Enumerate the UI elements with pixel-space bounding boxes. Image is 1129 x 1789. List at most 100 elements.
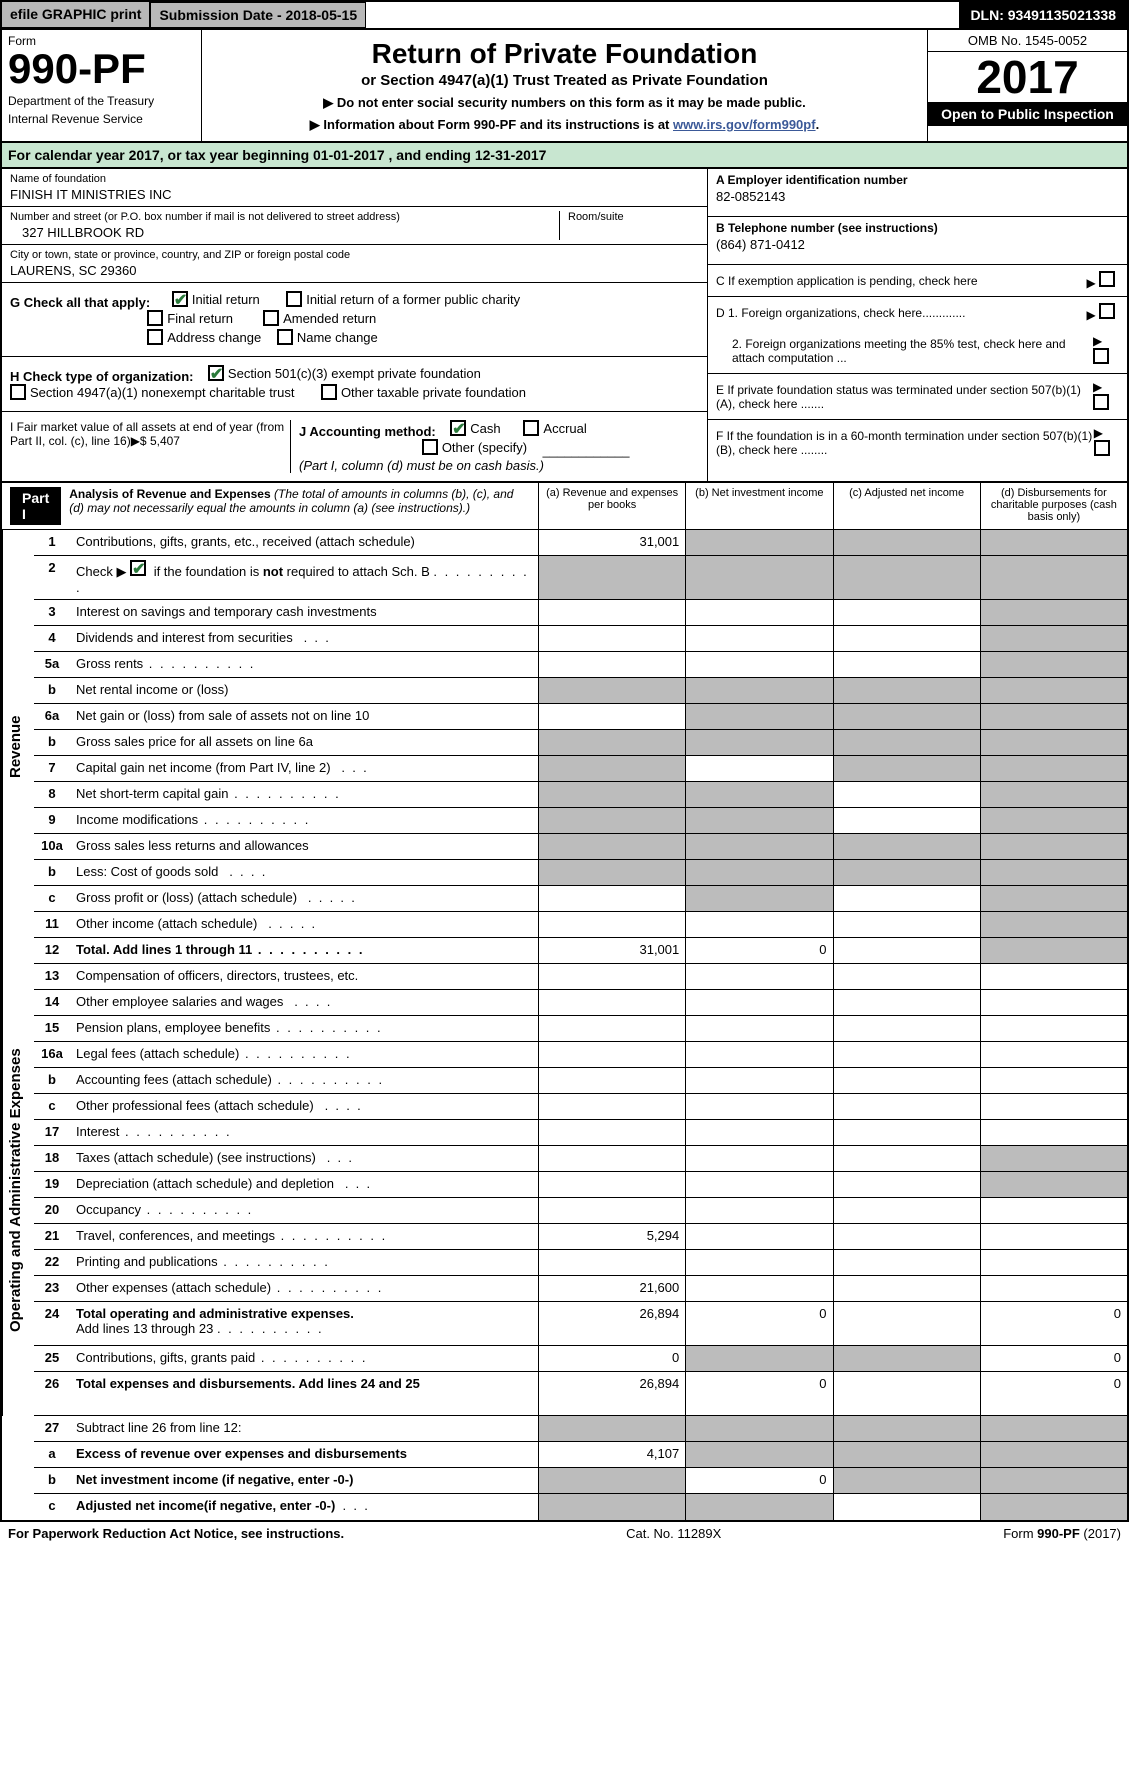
e-checkbox[interactable] [1093,394,1109,410]
cell-d [980,1172,1127,1197]
d2-checkbox[interactable] [1093,348,1109,364]
name-change-checkbox[interactable] [277,329,293,345]
accrual-checkbox[interactable] [523,420,539,436]
cell-a [538,678,685,703]
revenue-rows: 1Contributions, gifts, grants, etc., rec… [34,530,1127,964]
row-label: Pension plans, employee benefits [70,1016,538,1041]
cell-a [538,626,685,651]
room-label: Room/suite [568,211,699,223]
dln-label: DLN: 93491135021338 [959,2,1127,28]
cell-a [538,704,685,729]
cell-b [685,1094,832,1119]
cell-d [980,1068,1127,1093]
cell-b [685,1146,832,1171]
cell-b [685,652,832,677]
cell-b [685,1416,832,1441]
cell-a: 4,107 [538,1442,685,1467]
city-label: City or town, state or province, country… [10,249,699,261]
cell-b [685,990,832,1015]
final-return-checkbox[interactable] [147,310,163,326]
sch-b-checkbox[interactable] [130,560,146,576]
row-label: Net gain or (loss) from sale of assets n… [70,704,538,729]
cell-b [685,556,832,599]
other-taxable-checkbox[interactable] [321,384,337,400]
footer-left: For Paperwork Reduction Act Notice, see … [8,1526,344,1541]
cash-label: Cash [470,421,500,436]
cell-b [685,1172,832,1197]
info-left: Name of foundation FINISH IT MINISTRIES … [2,169,707,481]
row-label: Adjusted net income(if negative, enter -… [70,1494,538,1520]
initial-former-checkbox[interactable] [286,291,302,307]
part1-badge: Part I [10,487,61,525]
row-label: Other income (attach schedule) . . . . . [70,912,538,937]
form-subtitle: or Section 4947(a)(1) Trust Treated as P… [210,72,919,89]
c-checkbox[interactable] [1099,271,1115,287]
cell-a [538,964,685,989]
cell-c [833,626,980,651]
e-row: E If private foundation status was termi… [708,374,1127,420]
cell-b [685,626,832,651]
cell-b [685,1276,832,1301]
name-label: Name of foundation [10,173,699,185]
row-label: Other professional fees (attach schedule… [70,1094,538,1119]
line27-rows: 27Subtract line 26 from line 12: aExcess… [34,1416,1127,1520]
row-num: 11 [34,912,70,937]
row-num: 3 [34,600,70,625]
cell-b [685,1042,832,1067]
cell-c [833,530,980,555]
cell-b [685,600,832,625]
efile-print-button[interactable]: efile GRAPHIC print [2,2,150,28]
foundation-name-cell: Name of foundation FINISH IT MINISTRIES … [2,169,707,207]
row-label: Travel, conferences, and meetings [70,1224,538,1249]
cell-d [980,1146,1127,1171]
cell-d [980,756,1127,781]
cell-a: 0 [538,1346,685,1371]
cell-c [833,1094,980,1119]
cell-b: 0 [685,938,832,963]
cell-d [980,964,1127,989]
row-label: Subtract line 26 from line 12: [70,1416,538,1441]
cell-a [538,1068,685,1093]
instructions-link[interactable]: www.irs.gov/form990pf [673,117,816,132]
foundation-name: FINISH IT MINISTRIES INC [10,187,699,202]
row-num: 20 [34,1198,70,1223]
cell-a [538,1416,685,1441]
amended-return-checkbox[interactable] [263,310,279,326]
cell-b [685,678,832,703]
address-change-checkbox[interactable] [147,329,163,345]
cell-d [980,1250,1127,1275]
cell-d [980,990,1127,1015]
cell-a [538,912,685,937]
j-note: (Part I, column (d) must be on cash basi… [299,458,544,473]
row-label: Legal fees (attach schedule) [70,1042,538,1067]
row-num: b [34,860,70,885]
part1-title-cell: Part I Analysis of Revenue and Expenses … [2,483,538,529]
cell-d [980,1016,1127,1041]
row-num: 27 [34,1416,70,1441]
form-number: 990-PF [8,48,195,90]
form-note-1: ▶ Do not enter social security numbers o… [210,95,919,111]
other-method-checkbox[interactable] [422,439,438,455]
d1-checkbox[interactable] [1099,303,1115,319]
cell-c [833,1494,980,1520]
form-note-2: ▶ Information about Form 990-PF and its … [210,117,919,133]
initial-return-checkbox[interactable] [172,291,188,307]
cell-c [833,782,980,807]
row-num: 19 [34,1172,70,1197]
501c3-checkbox[interactable] [208,365,224,381]
cash-checkbox[interactable] [450,420,466,436]
row-num: 22 [34,1250,70,1275]
row-label: Occupancy [70,1198,538,1223]
f-checkbox[interactable] [1094,440,1110,456]
submission-date-button[interactable]: Submission Date - 2018-05-15 [150,2,366,28]
cell-d [980,678,1127,703]
cell-a [538,834,685,859]
row-num: b [34,730,70,755]
row-label: Other expenses (attach schedule) [70,1276,538,1301]
cell-d [980,704,1127,729]
d2-label: 2. Foreign organizations meeting the 85%… [716,337,1093,365]
4947-checkbox[interactable] [10,384,26,400]
j-label: J Accounting method: [299,424,436,439]
cell-c [833,1042,980,1067]
cell-d [980,1094,1127,1119]
